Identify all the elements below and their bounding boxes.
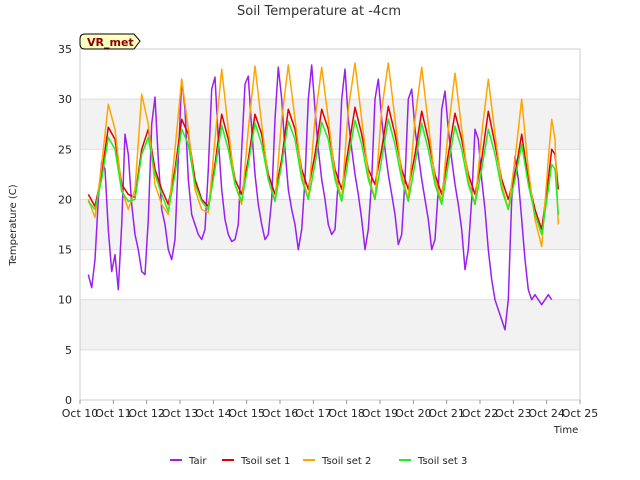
site-badge: VR_met <box>79 33 141 50</box>
x-tick-label: Oct 21 <box>428 407 465 420</box>
shaded-band <box>80 299 580 350</box>
x-tick-label: Oct 17 <box>295 407 332 420</box>
y-tick-label: 30 <box>58 93 72 106</box>
y-axis-ticks: 0 5 10 15 20 25 30 35 <box>58 43 72 407</box>
shaded-band <box>80 199 580 250</box>
legend-item-tsoil-set-1: Tsoil set 1 <box>222 456 290 467</box>
y-axis-title: Temperature (C) <box>8 184 19 266</box>
y-tick-label: 15 <box>58 244 72 257</box>
legend-label: Tsoil set 3 <box>417 456 467 467</box>
x-tick-label: Oct 14 <box>195 407 232 420</box>
x-tick-label: Oct 16 <box>262 407 299 420</box>
y-tick-label: 25 <box>58 143 72 156</box>
y-tick-label: 20 <box>58 193 72 206</box>
x-tick-label: Oct 20 <box>395 407 432 420</box>
x-tick-label: Oct 19 <box>362 407 399 420</box>
x-tick-label: Oct 23 <box>495 407 532 420</box>
y-tick-label: 10 <box>58 294 72 307</box>
x-tick-label: Oct 25 <box>562 407 599 420</box>
legend-label: Tsoil set 1 <box>240 456 290 467</box>
y-tick-label: 0 <box>65 394 72 407</box>
site-badge-label: VR_met <box>87 36 134 49</box>
series-layer <box>87 62 560 331</box>
x-axis-title: Time <box>553 425 578 436</box>
x-tick-label: Oct 18 <box>328 407 365 420</box>
y-tick-label: 5 <box>65 344 72 357</box>
legend-item-tsoil-set-3: Tsoil set 3 <box>399 456 467 467</box>
series-line-tsoil-set-3 <box>87 118 560 236</box>
legend-item-tair: Tair <box>170 456 207 467</box>
legend-label: Tair <box>188 456 207 467</box>
x-tick-label: Oct 24 <box>528 407 565 420</box>
legend-label: Tsoil set 2 <box>321 456 371 467</box>
x-tick-label: Oct 11 <box>95 407 132 420</box>
plot-background <box>80 49 580 400</box>
series-line-tsoil-set-1 <box>87 105 560 231</box>
x-tick-label: Oct 12 <box>128 407 165 420</box>
chart-title: Soil Temperature at -4cm <box>237 4 401 19</box>
chart-legend: Tair Tsoil set 1 Tsoil set 2 Tsoil set 3 <box>170 456 467 467</box>
series-line-tsoil-set-2 <box>87 62 560 248</box>
legend-item-tsoil-set-2: Tsoil set 2 <box>303 456 371 467</box>
x-tick-label: Oct 22 <box>462 407 499 420</box>
x-tick-label: Oct 15 <box>228 407 265 420</box>
x-tick-label: Oct 13 <box>162 407 199 420</box>
series-line-tair <box>87 64 553 331</box>
x-tick-label: Oct 10 <box>62 407 99 420</box>
plot-frame <box>79 48 581 401</box>
y-tick-label: 35 <box>58 43 72 56</box>
